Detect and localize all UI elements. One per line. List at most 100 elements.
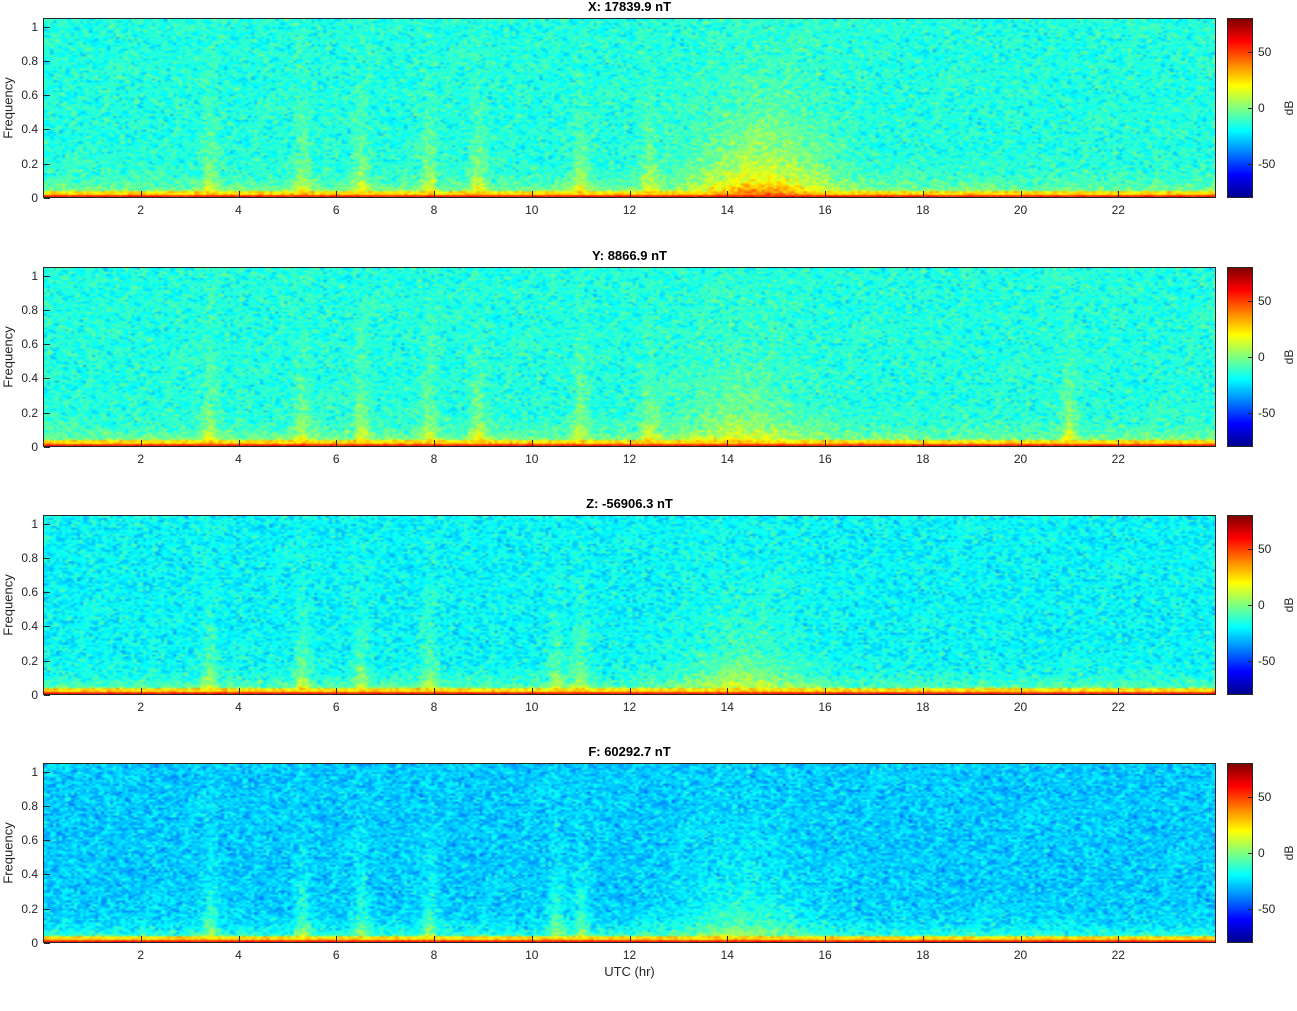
- y-tick-label: 0: [31, 688, 38, 702]
- spectrogram-heatmap: [44, 764, 1215, 942]
- x-tick-mark: [727, 191, 729, 197]
- y-tick-label: 0.2: [21, 156, 38, 171]
- x-tick-mark: [727, 688, 729, 694]
- x-tick-mark: [238, 191, 240, 197]
- y-tick-mark: [44, 771, 50, 773]
- x-tick-mark: [1020, 936, 1022, 942]
- y-tick-mark: [44, 275, 50, 277]
- x-tick-mark: [922, 191, 924, 197]
- colorbar-tick-label: -50: [1258, 654, 1276, 669]
- x-tick-mark: [336, 191, 338, 197]
- colorbar-tick-label: 50: [1258, 44, 1272, 59]
- spectrogram-panel: Y: 8866.9 nT Frequency 0 0.2 0.4 0.6 0.8 1 2 4 6 8 1…: [0, 248, 1297, 515]
- spectrogram-panel: F: 60292.7 nT Frequency 0 0.2 0.4 0.6 0.8 1 2 4 6 8…: [0, 744, 1297, 1011]
- x-tick-label: 16: [818, 948, 832, 962]
- y-tick-mark: [44, 908, 50, 910]
- y-tick-mark: [44, 557, 50, 559]
- y-tick-label: 1: [31, 268, 38, 283]
- y-tick-mark: [44, 198, 50, 199]
- spectrogram-heatmap: [44, 19, 1215, 197]
- x-tick-mark: [825, 440, 826, 446]
- x-tick-mark: [1020, 688, 1022, 694]
- x-tick-label: 6: [332, 203, 340, 217]
- x-tick-mark: [629, 440, 631, 446]
- x-tick-label: 16: [818, 700, 832, 714]
- y-tick-mark: [44, 523, 50, 525]
- x-tick-label: 12: [622, 452, 637, 466]
- spectrogram-panel: X: 17839.9 nT Frequency 0 0.2 0.4 0.6 0.8 1 2 4 6 8…: [0, 0, 1297, 266]
- y-tick-label: 0.2: [21, 405, 38, 420]
- colorbar-tick-label: 0: [1258, 101, 1265, 115]
- x-tick-label: 20: [1013, 948, 1028, 962]
- x-tick-label: 18: [916, 203, 930, 217]
- y-tick-label: 0.4: [21, 371, 38, 386]
- x-tick-label: 14: [720, 700, 734, 714]
- y-tick-mark: [44, 412, 50, 414]
- x-tick-mark: [336, 440, 338, 446]
- x-tick-mark: [1118, 936, 1120, 942]
- y-tick-label: 0.2: [21, 653, 38, 668]
- x-tick-mark: [140, 936, 142, 942]
- y-tick-mark: [44, 805, 50, 807]
- x-tick-label: 14: [720, 948, 734, 962]
- colorbar-tick-mark: [1248, 164, 1253, 166]
- x-tick-mark: [434, 191, 435, 197]
- x-tick-mark: [238, 688, 240, 694]
- x-tick-mark: [531, 688, 533, 694]
- x-tick-mark: [531, 191, 533, 197]
- spectrogram-heatmap: [44, 516, 1215, 694]
- x-tick-mark: [140, 440, 142, 446]
- colorbar-tick-mark: [1248, 357, 1253, 358]
- y-tick-label: 0.6: [21, 88, 38, 103]
- x-tick-mark: [1020, 440, 1022, 446]
- y-tick-label: 0.2: [21, 901, 38, 916]
- y-tick-mark: [44, 874, 50, 876]
- y-tick-label: 0.8: [21, 302, 38, 317]
- y-tick-label: 0.4: [21, 122, 38, 137]
- colorbar-tick-mark: [1248, 909, 1253, 911]
- y-tick-label: 0.4: [21, 867, 38, 882]
- x-tick-mark: [1118, 440, 1120, 446]
- colorbar-tick-label: 50: [1258, 789, 1272, 804]
- x-tick-mark: [336, 936, 338, 942]
- panel-title: X: 17839.9 nT: [587, 0, 672, 14]
- y-tick-label: 0.8: [21, 550, 38, 565]
- x-tick-label: 20: [1013, 452, 1028, 466]
- x-tick-label: 8: [430, 700, 438, 714]
- x-tick-label: 22: [1111, 700, 1125, 714]
- x-tick-mark: [922, 936, 924, 942]
- y-tick-label: 1: [31, 516, 38, 531]
- colorbar-tick-label: -50: [1258, 157, 1276, 172]
- colorbar-label-text: dB: [1282, 349, 1296, 365]
- y-tick-mark: [44, 344, 50, 346]
- colorbar-tick-mark: [1248, 108, 1253, 109]
- x-tick-mark: [825, 936, 826, 942]
- x-tick-mark: [825, 191, 826, 197]
- colorbar-tick-label: 50: [1258, 541, 1272, 556]
- x-tick-label: 20: [1013, 700, 1028, 714]
- x-tick-label: 18: [916, 700, 930, 714]
- x-tick-label: 4: [235, 700, 242, 714]
- colorbar-tick-mark: [1248, 605, 1253, 606]
- spectrogram-plot-area: [43, 763, 1216, 943]
- x-tick-mark: [434, 936, 435, 942]
- colorbar-tick-label: 0: [1258, 598, 1265, 612]
- x-tick-mark: [629, 191, 631, 197]
- x-tick-label: 6: [332, 452, 340, 466]
- x-tick-label: 8: [430, 203, 438, 217]
- y-tick-mark: [44, 163, 50, 165]
- colorbar-label: dB: [1282, 763, 1296, 943]
- colorbar-tick-mark: [1248, 548, 1253, 550]
- panel-title: F: 60292.7 nT: [588, 744, 671, 759]
- colorbar-tick-mark: [1248, 661, 1253, 663]
- x-tick-label: 16: [818, 452, 832, 466]
- colorbar-tick-label: -50: [1258, 406, 1276, 421]
- x-tick-mark: [825, 688, 826, 694]
- x-tick-label: 6: [332, 700, 340, 714]
- y-tick-mark: [44, 95, 50, 97]
- colorbar-label: dB: [1282, 515, 1296, 695]
- y-tick-mark: [44, 626, 50, 628]
- x-tick-label: 22: [1111, 948, 1125, 962]
- x-tick-mark: [238, 936, 240, 942]
- x-tick-mark: [140, 191, 142, 197]
